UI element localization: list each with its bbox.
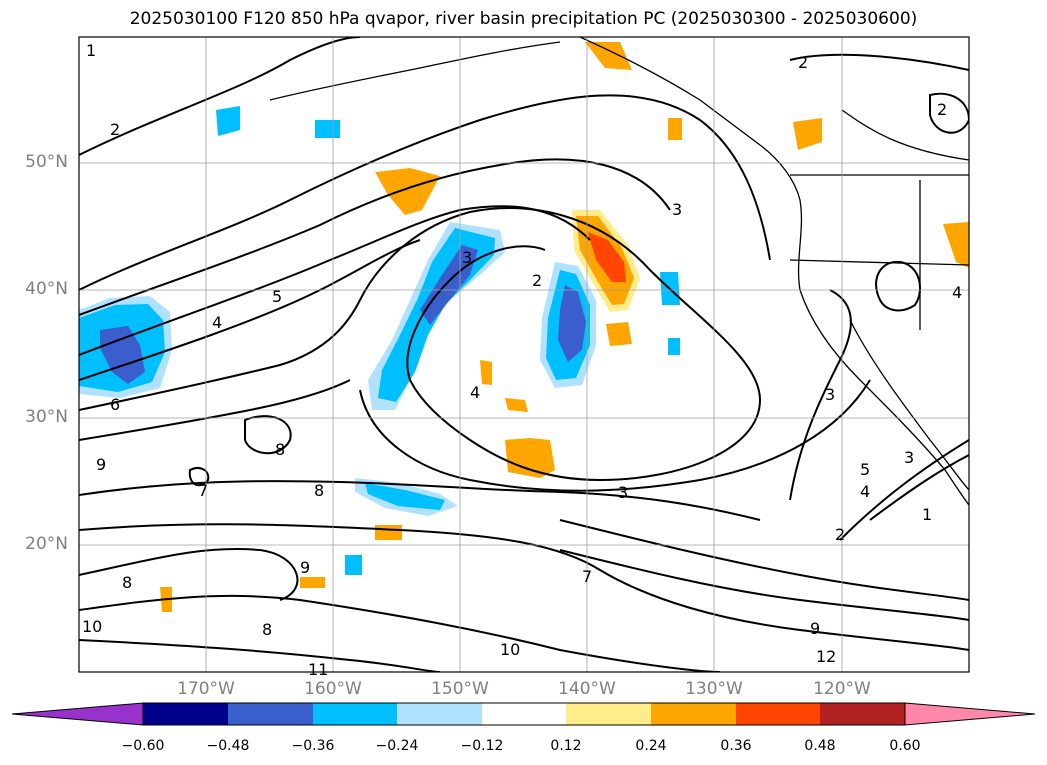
contour-label: 4	[860, 482, 870, 501]
qvapor-contours	[79, 37, 969, 672]
contour-label: 3	[462, 248, 472, 267]
map-frame-bg	[79, 37, 969, 672]
shade-neg-small-2	[216, 106, 240, 136]
lon-label-160w: 160°W	[304, 679, 362, 699]
contour-label: 3	[672, 200, 682, 219]
contour-label: 9	[96, 455, 106, 474]
colorbar-tick: 0.60	[889, 738, 921, 754]
shade-pos-ne-4	[668, 118, 682, 140]
shade-neg-dark-arc	[558, 285, 586, 362]
contour-label: 10	[82, 617, 102, 636]
lon-label-140w: 140°W	[558, 679, 616, 699]
colorbar-outline	[142, 702, 906, 726]
contour-label: 4	[470, 383, 480, 402]
lon-label-150w: 150°W	[431, 679, 489, 699]
contour-label: 10	[500, 640, 520, 659]
contour-label: 6	[110, 395, 120, 414]
contour-label: 2	[110, 120, 120, 139]
contour-label: 12	[816, 647, 836, 666]
contour-label: 8	[262, 620, 272, 639]
lat-label-50: 50°N	[25, 152, 68, 172]
contour-label: 3	[825, 385, 835, 404]
colorbar-segment	[651, 703, 736, 725]
lat-label-20: 20°N	[25, 534, 68, 554]
gridlines	[79, 37, 969, 672]
colorbar	[11, 702, 1036, 726]
shade-neg-mid-south	[365, 483, 445, 510]
colorbar-tick: 0.36	[720, 738, 752, 754]
lon-label-120w: 120°W	[813, 679, 871, 699]
contour-label: 9	[300, 558, 310, 577]
map-title: 2025030100 F120 850 hPa qvapor, river ba…	[129, 9, 918, 29]
colorbar-tick: 0.12	[550, 738, 582, 754]
colorbar-tick: −0.36	[291, 738, 335, 754]
map-frame	[78, 36, 970, 673]
shade-pos-ne-2	[793, 118, 822, 150]
contour-label: 8	[122, 573, 132, 592]
shade-neg-small-5	[668, 338, 680, 355]
lat-label-30: 30°N	[25, 407, 68, 427]
contour-label: 2	[798, 53, 808, 72]
colorbar-segment	[482, 703, 566, 725]
contour-label: 4	[212, 313, 222, 332]
shade-neg-small-1	[345, 555, 362, 575]
colorbar-extend-left	[11, 702, 144, 726]
contour-label: 5	[272, 287, 282, 306]
shade-neg-small-3	[315, 120, 340, 138]
contour-label: 4	[952, 283, 962, 302]
contour-label: 1	[86, 41, 96, 60]
colorbar-tick: 0.24	[635, 738, 667, 754]
contour-label: 1	[922, 505, 932, 524]
colorbar-tick: −0.12	[460, 738, 504, 754]
shade-pos-small-1	[606, 322, 632, 346]
coastlines	[269, 37, 969, 506]
contour-label: 8	[314, 481, 324, 500]
shade-neg-dark-central	[420, 245, 478, 325]
lat-label-40: 40°N	[25, 279, 68, 299]
contour-label: 7	[198, 481, 208, 500]
shade-pos-small-7	[300, 577, 325, 588]
shade-pos-ne-3	[943, 222, 969, 268]
colorbar-segment	[228, 703, 313, 725]
shade-pos-small-4	[480, 360, 492, 385]
contour-label: 2	[532, 271, 542, 290]
shade-pos-ne-1	[585, 42, 632, 70]
contour-label: 11	[308, 660, 328, 679]
contour-label: 3	[904, 448, 914, 467]
lon-label-130w: 130°W	[685, 679, 743, 699]
contour-label: 8	[275, 440, 285, 459]
colorbar-tick: −0.60	[121, 738, 165, 754]
shade-pos-small-2	[505, 438, 555, 478]
colorbar-segment	[736, 703, 820, 725]
colorbar-tick: −0.24	[375, 738, 419, 754]
colorbar-segment	[143, 703, 228, 725]
colorbar-segment	[820, 703, 905, 725]
shade-pos-small-8	[375, 525, 402, 540]
colorbar-segment	[566, 703, 651, 725]
contour-label: 2	[835, 525, 845, 544]
contour-label: 3	[618, 483, 628, 502]
contour-label-group: 1 2 2 3 2 3 4 5 6 4 8 9 7 8 3 3 2 1 4 5 …	[82, 41, 962, 679]
colorbar-extend-right	[904, 702, 1036, 726]
colorbar-segment	[397, 703, 482, 725]
colorbar-tick: 0.48	[804, 738, 836, 754]
shade-pos-small-5	[505, 398, 528, 412]
shade-pos-dark-central	[588, 232, 626, 282]
shade-pos-small-3	[375, 168, 440, 215]
colorbar-segment	[313, 703, 397, 725]
contour-label: 9	[810, 619, 820, 638]
contour-label: 5	[860, 460, 870, 479]
lon-label-170w: 170°W	[177, 679, 235, 699]
colorbar-tick: −0.48	[206, 738, 250, 754]
contour-label: 7	[582, 567, 592, 586]
contour-label: 2	[937, 100, 947, 119]
